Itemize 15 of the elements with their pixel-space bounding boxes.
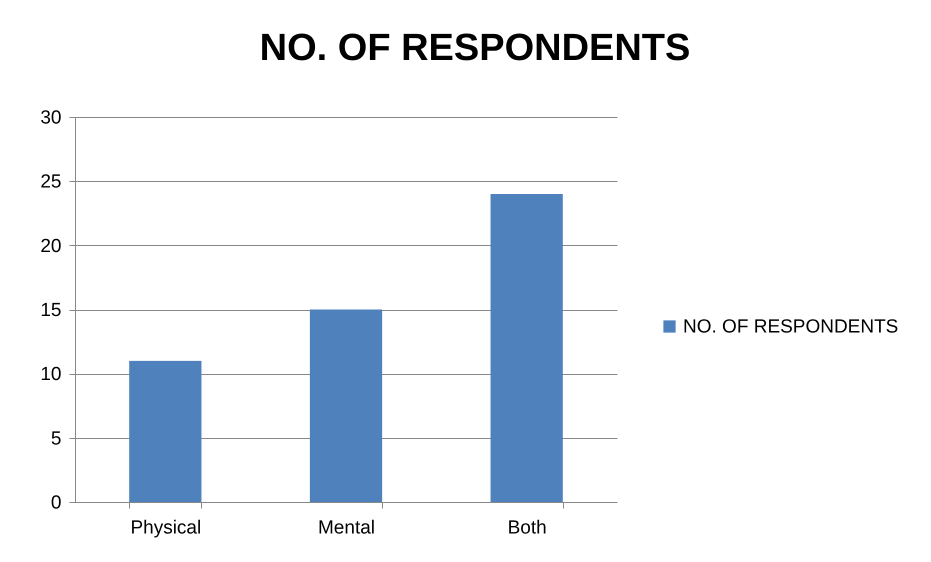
y-tick-label: 0	[50, 492, 62, 514]
x-tick-label: Physical	[130, 518, 202, 538]
y-tick-label: 30	[40, 108, 62, 128]
x-tick-label: Both	[508, 518, 547, 538]
bar	[129, 360, 202, 502]
legend-label: NO. OF RESPONDENTS	[683, 316, 898, 338]
x-tick-label: Mental	[318, 518, 376, 538]
bar	[490, 194, 563, 502]
y-tick-label: 15	[40, 300, 62, 321]
bar	[310, 310, 382, 502]
chart-title: NO. OF RESPONDENTS	[260, 27, 690, 69]
y-tick-label: 5	[50, 428, 62, 450]
y-tick-label: 10	[40, 364, 62, 386]
y-tick-label: 25	[40, 172, 62, 193]
y-tick-label: 20	[40, 236, 62, 257]
